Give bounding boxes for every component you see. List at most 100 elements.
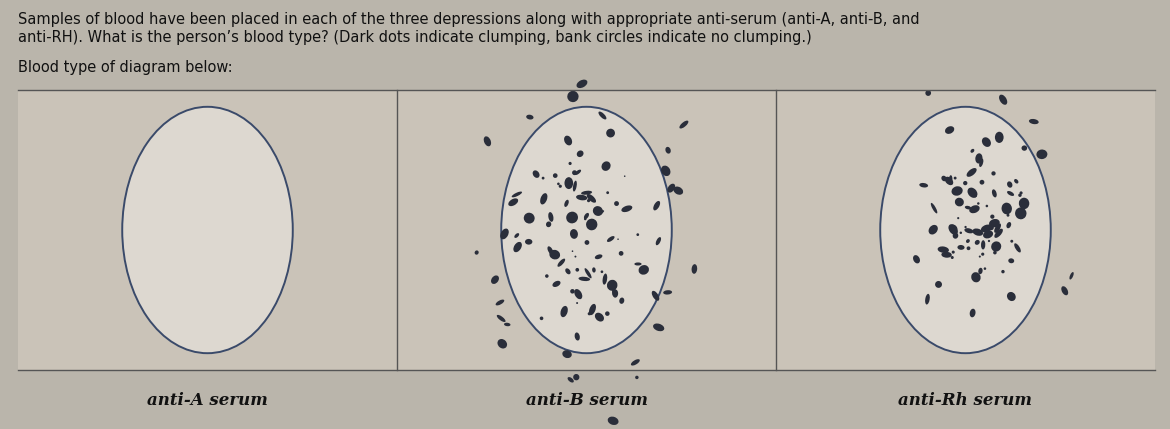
Text: Samples of blood have been placed in each of the three depressions along with ap: Samples of blood have been placed in eac…: [18, 12, 920, 27]
Ellipse shape: [541, 193, 548, 205]
Ellipse shape: [942, 176, 947, 181]
Ellipse shape: [621, 205, 632, 212]
Text: anti-B serum: anti-B serum: [525, 392, 647, 409]
Ellipse shape: [526, 115, 534, 120]
Bar: [776, 90, 1155, 370]
Ellipse shape: [663, 290, 672, 295]
Ellipse shape: [966, 168, 977, 177]
Ellipse shape: [539, 317, 543, 320]
Ellipse shape: [1007, 292, 1016, 301]
Ellipse shape: [501, 107, 672, 353]
Ellipse shape: [964, 228, 973, 233]
Ellipse shape: [959, 232, 962, 234]
Ellipse shape: [1019, 200, 1023, 204]
Ellipse shape: [631, 359, 640, 366]
Ellipse shape: [653, 201, 660, 210]
Ellipse shape: [999, 95, 1007, 105]
Ellipse shape: [880, 107, 1051, 353]
Ellipse shape: [574, 256, 577, 257]
Ellipse shape: [979, 180, 984, 184]
Ellipse shape: [587, 312, 591, 315]
Ellipse shape: [587, 199, 590, 202]
Ellipse shape: [1002, 202, 1012, 214]
Bar: [397, 90, 776, 370]
Ellipse shape: [613, 290, 618, 298]
Ellipse shape: [952, 233, 958, 239]
Ellipse shape: [1007, 181, 1012, 188]
Ellipse shape: [970, 149, 975, 153]
Ellipse shape: [122, 107, 292, 353]
Ellipse shape: [1007, 191, 1014, 196]
Ellipse shape: [945, 126, 955, 134]
Ellipse shape: [514, 242, 522, 252]
Ellipse shape: [980, 224, 992, 233]
Ellipse shape: [1019, 198, 1030, 209]
Ellipse shape: [987, 240, 990, 242]
Ellipse shape: [931, 203, 937, 213]
Ellipse shape: [586, 194, 596, 203]
Ellipse shape: [558, 184, 562, 188]
Ellipse shape: [951, 186, 963, 196]
Ellipse shape: [542, 177, 544, 179]
Ellipse shape: [614, 201, 619, 206]
Ellipse shape: [964, 226, 966, 228]
Ellipse shape: [607, 280, 618, 291]
Ellipse shape: [592, 267, 596, 272]
Ellipse shape: [1006, 214, 1010, 217]
Ellipse shape: [955, 198, 964, 206]
Ellipse shape: [968, 187, 977, 198]
Ellipse shape: [560, 306, 567, 317]
Ellipse shape: [557, 182, 559, 185]
Ellipse shape: [982, 253, 984, 256]
Ellipse shape: [977, 202, 979, 205]
Ellipse shape: [965, 206, 971, 209]
Ellipse shape: [966, 246, 970, 250]
Ellipse shape: [983, 230, 993, 239]
Ellipse shape: [578, 277, 590, 281]
Ellipse shape: [1014, 243, 1021, 253]
Ellipse shape: [525, 239, 532, 245]
Ellipse shape: [980, 240, 985, 250]
Ellipse shape: [572, 251, 573, 252]
Ellipse shape: [573, 181, 577, 192]
Ellipse shape: [496, 299, 504, 305]
Ellipse shape: [1028, 119, 1039, 124]
Text: anti-A serum: anti-A serum: [147, 392, 268, 409]
Ellipse shape: [950, 224, 957, 232]
Ellipse shape: [577, 80, 587, 88]
Ellipse shape: [925, 90, 931, 96]
Ellipse shape: [573, 374, 579, 381]
Ellipse shape: [990, 214, 994, 219]
Ellipse shape: [957, 217, 959, 219]
Ellipse shape: [639, 265, 649, 275]
Ellipse shape: [601, 161, 611, 171]
Ellipse shape: [619, 251, 624, 256]
Ellipse shape: [574, 332, 580, 341]
Ellipse shape: [564, 136, 572, 145]
Ellipse shape: [1006, 222, 1011, 228]
Ellipse shape: [606, 129, 615, 137]
Ellipse shape: [618, 239, 619, 240]
Ellipse shape: [577, 151, 584, 157]
Ellipse shape: [550, 250, 560, 260]
Ellipse shape: [524, 213, 535, 224]
Ellipse shape: [944, 177, 954, 185]
Ellipse shape: [574, 169, 581, 175]
Ellipse shape: [532, 170, 539, 178]
Ellipse shape: [567, 377, 573, 383]
Ellipse shape: [963, 181, 968, 185]
Ellipse shape: [949, 224, 958, 235]
Ellipse shape: [994, 229, 1003, 238]
Ellipse shape: [978, 268, 983, 274]
Ellipse shape: [913, 255, 920, 263]
Ellipse shape: [989, 225, 993, 230]
Ellipse shape: [1009, 258, 1014, 263]
Ellipse shape: [564, 177, 573, 189]
Ellipse shape: [612, 286, 615, 296]
Ellipse shape: [655, 237, 661, 245]
Ellipse shape: [957, 245, 964, 250]
Text: anti-Rh serum: anti-Rh serum: [899, 392, 1032, 409]
Ellipse shape: [491, 275, 498, 284]
Ellipse shape: [483, 136, 491, 146]
Ellipse shape: [606, 191, 610, 194]
